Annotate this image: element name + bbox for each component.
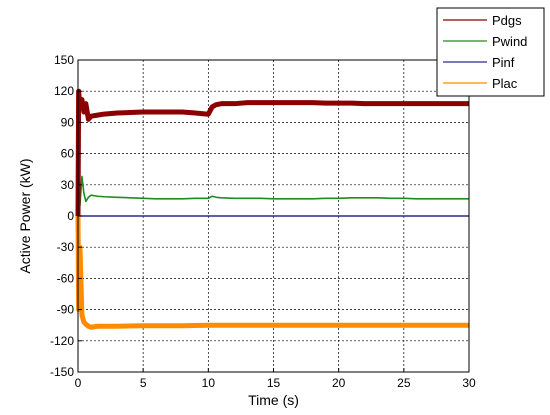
y-tick-label: -30 [57,240,75,254]
series-layer [75,88,469,330]
series-line-plac [75,215,469,330]
y-tick-label: 90 [61,115,75,129]
legend-label-pinf: Pinf [492,55,515,70]
x-tick-label: 5 [140,376,147,390]
y-tick-label: -60 [57,271,75,285]
legend-entries: Pdgs Pwind Pinf Plac [443,13,527,91]
x-tick-label: 10 [202,376,216,390]
legend-label-plac: Plac [492,76,518,91]
y-tick-label: 30 [61,178,75,192]
y-tick-label: 60 [61,147,75,161]
x-tick-label: 20 [332,376,346,390]
y-tick-label: -150 [50,365,74,379]
ticks: 0 5 10 15 20 25 30 150 120 90 60 30 0 -30 -60 -90 -120 -1… [50,53,476,390]
y-tick-label: -90 [57,303,75,317]
x-tick-label: 25 [397,376,411,390]
y-tick-label: 0 [67,209,74,223]
legend-label-pwind: Pwind [492,34,527,49]
y-tick-label: -120 [50,334,74,348]
x-tick-label: 30 [462,376,476,390]
legend-box [436,7,545,97]
y-axis-title: Active Power (kW) [17,158,33,273]
series-line-pwind [77,175,469,217]
x-tick-label: 0 [75,376,82,390]
series-line-pdgs [75,88,469,217]
y-tick-label: 120 [54,84,74,98]
legend-label-pdgs: Pdgs [492,13,522,28]
y-tick-label: 150 [54,53,74,67]
x-axis-title: Time (s) [248,392,299,408]
x-tick-label: 15 [267,376,281,390]
legend: Pdgs Pwind Pinf Plac [436,7,545,97]
